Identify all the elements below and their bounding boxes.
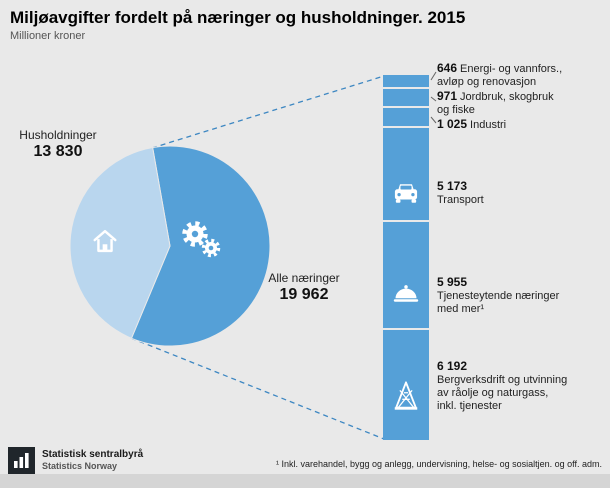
pie-slice-label: Husholdninger (19, 128, 97, 142)
pie-label-husholdninger: Husholdninger 13 830 (2, 128, 114, 161)
bar-category: Transport (437, 194, 484, 206)
bar-value: 646 (437, 61, 458, 75)
leader-line-industri (430, 116, 437, 124)
bar-label-bergverksdrift: 6 192 Bergverksdrift og utvinning av råo… (437, 360, 602, 413)
pie-slice-value: 19 962 (279, 286, 329, 303)
bar-value: 5 955 (437, 275, 468, 289)
bar-category: Tjenesteytende næringer med mer¹ (437, 290, 560, 315)
pie-slice-husholdninger (70, 146, 171, 339)
bar-label-energi: 646 Energi- og vannfors., avløp og renova… (437, 62, 602, 89)
bottom-strip (0, 474, 610, 488)
connector-line-top (151, 75, 385, 149)
bar-label-jordbruk: 971 Jordbruk, skogbruk og fiske (437, 90, 602, 117)
gears-icon (178, 218, 222, 267)
bar-segment-2 (383, 88, 429, 106)
bar-value: 6 192 (437, 359, 468, 373)
connector-line-bottom (130, 337, 385, 440)
bar-segment-5 (383, 221, 429, 328)
house-icon (90, 226, 120, 261)
leader-line-jordbruk (430, 96, 437, 102)
bar-category: Industri (470, 119, 507, 131)
bar-segment-3 (383, 107, 429, 126)
leader-line-energi (430, 71, 437, 81)
bar-category: Bergverksdrift og utvinning av råolje og… (437, 374, 568, 412)
pie-slice-value: 13 830 (33, 143, 83, 160)
bar-label-transport: 5 173 Transport (437, 180, 602, 207)
pie-label-naringer: Alle næringer 19 962 (252, 271, 356, 304)
ssb-logo (8, 447, 35, 474)
pie-chart (70, 146, 270, 346)
bar-value: 1 025 (437, 117, 468, 131)
stacked-bar (383, 75, 429, 440)
bar-category: Jordbruk, skogbruk og fiske (437, 91, 554, 116)
bar-category: Energi- og vannfors., avløp og renovasjo… (437, 63, 563, 88)
bar-value: 5 173 (437, 179, 468, 193)
bar-value: 971 (437, 89, 458, 103)
logo-text-norwegian: Statistisk sentralbyrå (42, 449, 144, 460)
bar-label-tjenesteytende: 5 955 Tjenesteytende næringer med mer¹ (437, 276, 602, 316)
cloche-icon (383, 281, 429, 310)
bar-segment-4 (383, 127, 429, 220)
oil-platform-icon (383, 379, 429, 418)
page-title: Miljøavgifter fordelt på næringer og hus… (10, 8, 466, 27)
page-subtitle: Millioner kroner (10, 30, 86, 42)
pie-slice-label: Alle næringer (268, 271, 340, 285)
logo-text-english: Statistics Norway (42, 461, 118, 471)
bar-segment-1 (383, 75, 429, 87)
pie-svg (70, 146, 270, 346)
pie-slice-naringer (130, 146, 270, 346)
car-icon (383, 181, 429, 210)
bar-label-industri: 1 025 Industri (437, 118, 602, 132)
footnote: ¹ Inkl. varehandel, bygg og anlegg, unde… (275, 459, 602, 469)
